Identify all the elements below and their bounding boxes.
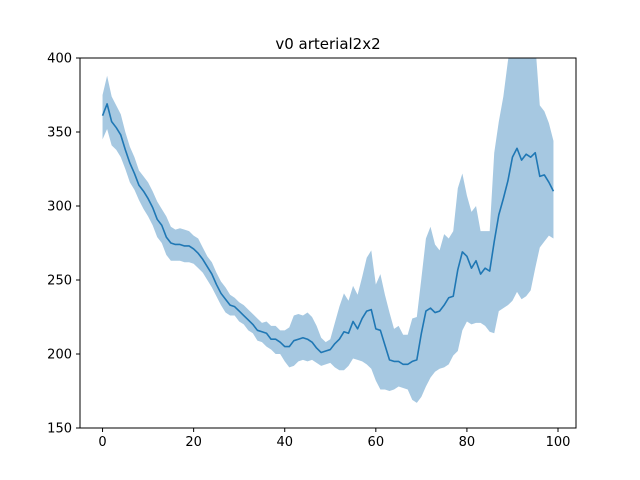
y-tick-label: 250 (47, 274, 72, 289)
y-tick-label: 400 (47, 52, 72, 67)
mean-line (101, 103, 555, 366)
std-band (102, 58, 554, 403)
y-tick-label: 350 (47, 126, 72, 141)
x-tick-label: 80 (459, 435, 476, 450)
y-tick-label: 300 (47, 200, 72, 215)
x-tick-label: 60 (368, 435, 385, 450)
x-tick-label: 20 (185, 435, 202, 450)
x-tick-label: 40 (276, 435, 293, 450)
x-tick-label: 100 (546, 435, 571, 450)
x-tick-label: 0 (98, 435, 106, 450)
axes-frame (79, 57, 577, 429)
y-tick-label: 150 (47, 422, 72, 437)
y-tick-label: 200 (47, 348, 72, 363)
x-axis: 0 20 40 60 80 100 (98, 428, 570, 450)
plot-area (101, 58, 555, 403)
chart-title: v0 arterial2x2 (275, 35, 380, 53)
y-axis: 150 200 250 300 350 400 (47, 52, 80, 437)
